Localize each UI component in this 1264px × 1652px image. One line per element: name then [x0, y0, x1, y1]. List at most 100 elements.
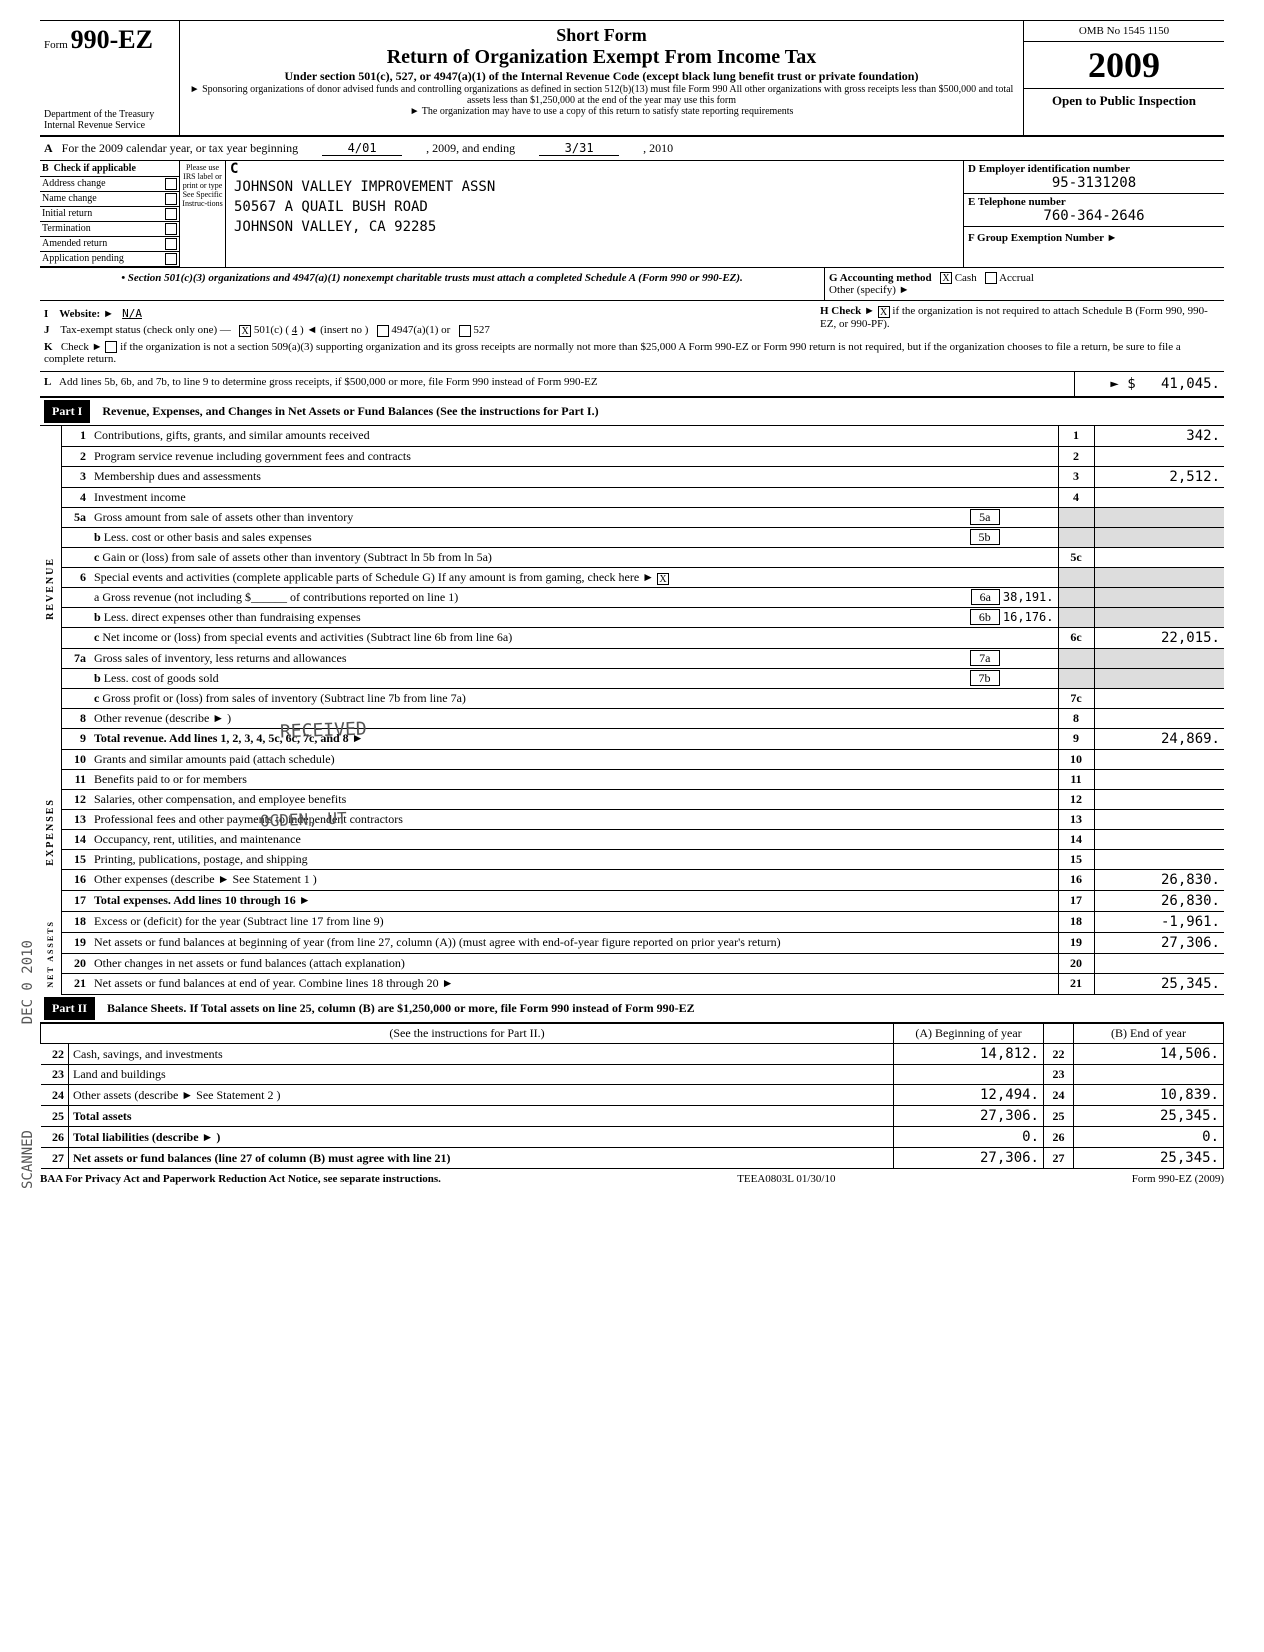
J-num: 4 — [292, 324, 298, 336]
part1-header-row: Part I Revenue, Expenses, and Changes in… — [40, 398, 1224, 426]
J-527: 527 — [473, 324, 490, 336]
A-endyear: , 2010 — [643, 141, 673, 155]
header-center: Short Form Return of Organization Exempt… — [180, 21, 1024, 135]
J-527-checkbox[interactable] — [459, 325, 471, 337]
L-arrow: ► $ — [1110, 376, 1135, 392]
B-opt-2[interactable]: Initial return — [40, 207, 179, 222]
C-label: C — [226, 161, 963, 177]
bal-row-23: 23Land and buildings23 — [41, 1065, 1224, 1085]
line-5a: 5aGross amount from sale of assets other… — [62, 508, 1224, 528]
line-1: 1Contributions, gifts, grants, and simil… — [62, 426, 1224, 447]
form-number: Form 990-EZ — [44, 25, 175, 55]
H-label: H Check ► — [820, 305, 875, 317]
title-subtitle: Under section 501(c), 527, or 4947(a)(1)… — [184, 69, 1019, 84]
bal-row-26: 26Total liabilities (describe ► )0.260. — [41, 1127, 1224, 1148]
part1-assets-table: 18Excess or (deficit) for the year (Subt… — [62, 912, 1224, 995]
header-right: OMB No 1545 1150 2009 Open to Public Ins… — [1024, 21, 1224, 135]
bal-row-24: 24Other assets (describe ► See Statement… — [41, 1085, 1224, 1106]
J-label: Tax-exempt status (check only one) — — [60, 324, 231, 336]
line-6-gaming-checkbox[interactable]: X — [657, 573, 669, 585]
revenue-side-label: REVENUE — [40, 426, 62, 750]
row-G: • Section 501(c)(3) organizations and 49… — [40, 268, 1224, 301]
part1-body: REVENUE 1Contributions, gifts, grants, a… — [40, 426, 1224, 750]
title-short-form: Short Form — [184, 25, 1019, 46]
tax-year: 2009 — [1024, 42, 1224, 89]
B-opt-3[interactable]: Termination — [40, 222, 179, 237]
footer-baa: BAA For Privacy Act and Paperwork Reduct… — [40, 1173, 441, 1185]
D-cell: D Employer identification number 95-3131… — [964, 161, 1224, 194]
part1-title: Revenue, Expenses, and Changes in Net As… — [102, 404, 598, 418]
J-4947: 4947(a)(1) or — [391, 324, 450, 336]
line-7a: 7aGross sales of inventory, less returns… — [62, 649, 1224, 669]
G-cash-checkbox[interactable]: X — [940, 272, 952, 284]
part2-title: Balance Sheets. If Total assets on line … — [107, 1001, 695, 1015]
line-6a: a Gross revenue (not including $______ o… — [62, 588, 1224, 608]
dept-treasury: Department of the Treasury — [44, 109, 175, 120]
line-15: 15Printing, publications, postage, and s… — [62, 850, 1224, 870]
line-18: 18Excess or (deficit) for the year (Subt… — [62, 912, 1224, 933]
B-side-note: Please use IRS label or print or type Se… — [180, 161, 226, 267]
line-14: 14Occupancy, rent, utilities, and mainte… — [62, 830, 1224, 850]
line-6b: b Less. direct expenses other than fundr… — [62, 608, 1224, 628]
C-addr: 50567 A QUAIL BUSH ROAD — [226, 197, 963, 217]
date-stamp: DEC 0 2010 — [20, 940, 36, 1024]
line-5b: b Less. cost or other basis and sales ex… — [62, 528, 1224, 548]
line-8: 8Other revenue (describe ► )8 — [62, 709, 1224, 729]
bal-row-25: 25Total assets27,306.2525,345. — [41, 1106, 1224, 1127]
F-cell: F Group Exemption Number ► — [964, 227, 1224, 247]
G-accrual-checkbox[interactable] — [985, 272, 997, 284]
form-header: Form 990-EZ Department of the Treasury I… — [40, 21, 1224, 137]
E-cell: E Telephone number 760-364-2646 — [964, 194, 1224, 227]
line-21: 21Net assets or fund balances at end of … — [62, 974, 1224, 995]
line-7c: c Gross profit or (loss) from sales of i… — [62, 689, 1224, 709]
J-insert: ◄ (insert no ) — [306, 324, 368, 336]
col-B: B Check if applicable Address change Nam… — [40, 161, 180, 267]
dept-irs: Internal Revenue Service — [44, 120, 175, 131]
bal-row-22: 22Cash, savings, and investments14,812.2… — [41, 1044, 1224, 1065]
L-val: 41,045. — [1161, 376, 1220, 392]
part2-colA: (A) Beginning of year — [894, 1024, 1044, 1044]
G-other: Other (specify) ► — [829, 284, 910, 296]
J-501c-checkbox[interactable]: X — [239, 325, 251, 337]
form-label: Form — [44, 39, 68, 51]
line-10: 10Grants and similar amounts paid (attac… — [62, 750, 1224, 770]
scanned-stamp: SCANNED — [20, 1130, 36, 1189]
G-label: G Accounting method — [829, 272, 932, 284]
form-number-big: 990-EZ — [71, 25, 153, 54]
part1-expenses: EXPENSES 10Grants and similar amounts pa… — [40, 750, 1224, 912]
L-label: Add lines 5b, 6b, and 7b, to line 9 to d… — [59, 376, 598, 388]
G-accrual: Accrual — [999, 272, 1034, 284]
C-city: JOHNSON VALLEY, CA 92285 — [226, 217, 963, 237]
line-4: 4Investment income4 — [62, 488, 1224, 508]
part2-instr: (See the instructions for Part II.) — [41, 1024, 894, 1044]
part2-colB: (B) End of year — [1074, 1024, 1224, 1044]
title-state-note: ► The organization may have to use a cop… — [184, 106, 1019, 117]
line-11: 11Benefits paid to or for members11 — [62, 770, 1224, 790]
K-checkbox[interactable] — [105, 341, 117, 353]
G-section-note: • Section 501(c)(3) organizations and 49… — [40, 268, 824, 300]
E-val: 760-364-2646 — [968, 208, 1220, 224]
line-20: 20Other changes in net assets or fund ba… — [62, 954, 1224, 974]
K-label: Check ► — [61, 341, 103, 353]
B-opt-5[interactable]: Application pending — [40, 252, 179, 267]
G-cash: Cash — [955, 272, 977, 284]
L-amount-cell: ► $ 41,045. — [1074, 372, 1224, 396]
D-val: 95-3131208 — [968, 175, 1220, 191]
B-opt-4[interactable]: Amended return — [40, 237, 179, 252]
assets-side-label: NET ASSETS — [40, 912, 62, 995]
B-label: Check if applicable — [54, 163, 136, 174]
line-12: 12Salaries, other compensation, and empl… — [62, 790, 1224, 810]
line-3: 3Membership dues and assessments32,512. — [62, 467, 1224, 488]
J-4947-checkbox[interactable] — [377, 325, 389, 337]
line-6c: c Net income or (loss) from special even… — [62, 628, 1224, 649]
B-opt-0[interactable]: Address change — [40, 177, 179, 192]
block-BCDEF: B Check if applicable Address change Nam… — [40, 161, 1224, 268]
row-HIJK: H Check ► X if the organization is not r… — [40, 301, 1224, 372]
part1-hdr: Part I — [44, 400, 90, 423]
D-label: D Employer identification number — [968, 163, 1130, 175]
B-opt-1[interactable]: Name change — [40, 192, 179, 207]
omb-number: OMB No 1545 1150 — [1024, 21, 1224, 42]
footer-form: Form 990-EZ (2009) — [1132, 1173, 1224, 1185]
line-5c: c Gain or (loss) from sale of assets oth… — [62, 548, 1224, 568]
H-checkbox[interactable]: X — [878, 306, 890, 318]
